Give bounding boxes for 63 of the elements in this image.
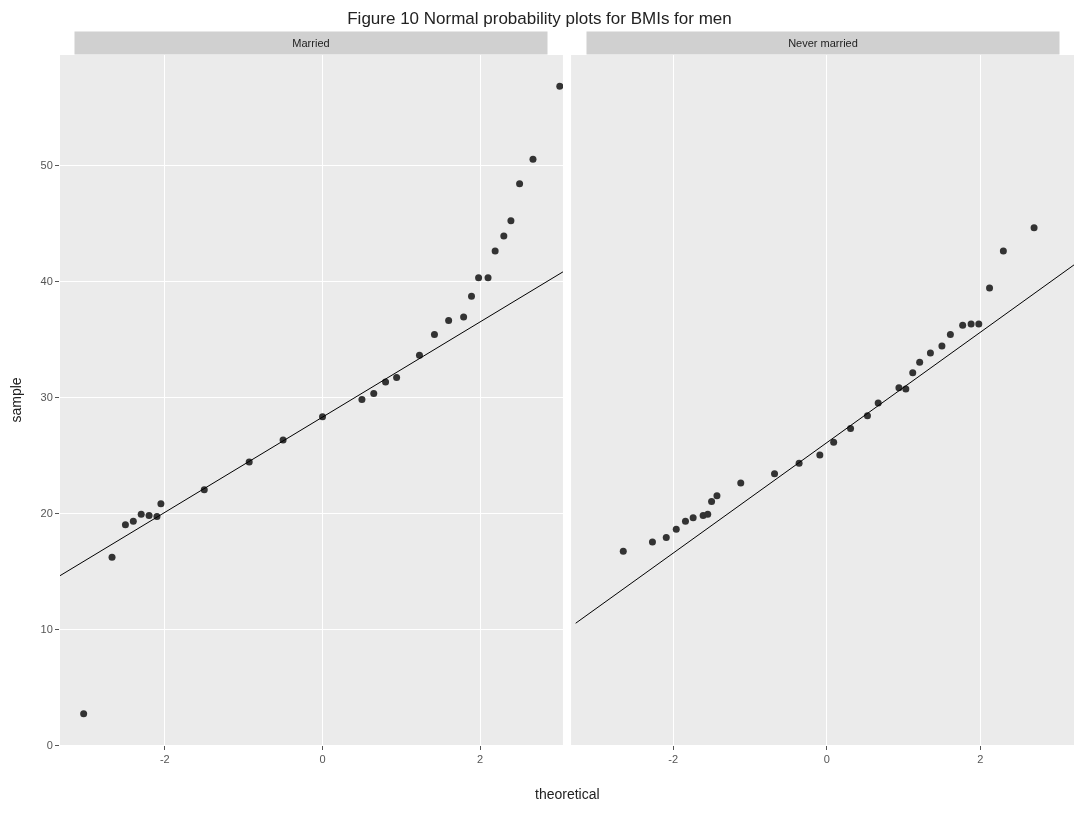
y-tick-label: 0 <box>46 738 53 751</box>
point <box>507 217 515 225</box>
point <box>393 373 401 381</box>
point <box>916 358 924 366</box>
x-tick-label: 2 <box>477 753 484 766</box>
x-tick-label: 2 <box>977 753 984 766</box>
y-tick-label: 30 <box>40 390 53 403</box>
point <box>689 514 697 522</box>
point <box>938 342 946 350</box>
point <box>108 553 116 561</box>
point <box>445 317 453 325</box>
point <box>816 451 824 459</box>
point <box>926 349 934 357</box>
point <box>430 330 438 338</box>
point <box>1030 224 1038 232</box>
y-tick-label: 20 <box>40 506 53 519</box>
point <box>959 321 967 329</box>
x-tick-label: 0 <box>823 753 830 766</box>
x-tick-label: -2 <box>668 753 679 766</box>
point <box>648 538 656 546</box>
chart-title: Figure 10 Normal probability plots for BMIs for men <box>347 9 732 29</box>
point <box>681 517 689 525</box>
point <box>500 232 508 240</box>
point <box>556 82 563 90</box>
point <box>999 247 1007 255</box>
point <box>529 155 537 163</box>
point <box>370 390 378 398</box>
point <box>475 274 483 282</box>
y-tick-label: 40 <box>40 274 53 287</box>
x-tick-label: -2 <box>159 753 170 766</box>
y-tick-label: 10 <box>40 622 53 635</box>
point <box>771 470 779 478</box>
point <box>946 330 954 338</box>
point <box>713 492 721 500</box>
point <box>121 521 129 529</box>
point <box>830 438 838 446</box>
point <box>909 369 917 377</box>
point <box>704 510 712 518</box>
point <box>157 500 165 508</box>
chart-subtitle: Never married <box>788 37 858 49</box>
y-axis-title: sample <box>8 377 25 423</box>
point <box>129 517 137 525</box>
point <box>975 320 983 328</box>
point <box>986 284 994 292</box>
point <box>145 511 153 519</box>
y-tick-label: 50 <box>40 159 53 172</box>
x-tick-label: 0 <box>319 753 326 766</box>
x-axis-title: theoretical <box>535 786 600 802</box>
point <box>662 533 670 541</box>
point <box>967 320 975 328</box>
point <box>137 510 145 518</box>
point <box>737 479 745 487</box>
point <box>672 525 680 533</box>
point <box>80 710 88 718</box>
point <box>619 547 627 555</box>
point <box>460 313 468 321</box>
point <box>468 292 475 300</box>
point <box>358 395 366 403</box>
chart-subtitle: Married <box>292 37 330 49</box>
point <box>491 247 499 255</box>
point <box>516 180 524 188</box>
point <box>708 497 716 505</box>
point <box>484 274 492 282</box>
